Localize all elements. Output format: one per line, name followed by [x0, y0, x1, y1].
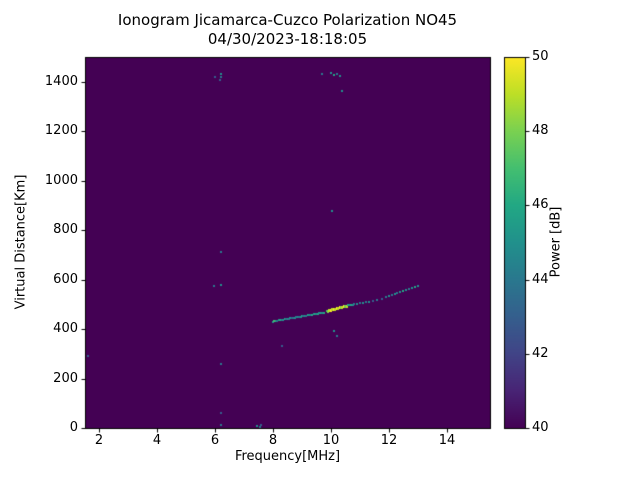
- colorbar-tick-label: 46: [532, 197, 549, 212]
- colorbar-tick-label: 48: [532, 123, 549, 138]
- colorbar-tick-label: 42: [532, 346, 549, 361]
- x-axis-label: Frequency[MHz]: [234, 449, 341, 464]
- colorbar-tick-label: 44: [532, 272, 549, 287]
- y-tick-label: 800: [53, 222, 78, 237]
- x-tick-label: 10: [322, 433, 340, 448]
- y-tick-label: 1400: [44, 74, 78, 89]
- y-axis-label: Virtual Distance[Km]: [13, 174, 29, 310]
- x-tick-label: 14: [438, 433, 456, 448]
- colorbar-label: Power [dB]: [548, 206, 564, 278]
- y-tick-label: 400: [53, 321, 78, 336]
- y-tick-label: 600: [53, 272, 78, 287]
- chart-title-line2: 04/30/2023-18:18:05: [207, 30, 368, 48]
- x-tick-label: 8: [268, 433, 278, 448]
- chart-title: Ionogram Jicamarca-Cuzco Polarization NO…: [85, 11, 490, 49]
- x-tick-label: 6: [210, 433, 220, 448]
- colorbar-tick-label: 40: [532, 420, 549, 435]
- y-tick-label: 0: [69, 420, 78, 435]
- y-tick-label: 1200: [44, 123, 78, 138]
- y-tick-label: 200: [53, 371, 78, 386]
- x-tick-label: 2: [94, 433, 104, 448]
- y-tick-label: 1000: [44, 173, 78, 188]
- x-tick-label: 12: [380, 433, 398, 448]
- chart-title-line1: Ionogram Jicamarca-Cuzco Polarization NO…: [117, 11, 458, 29]
- x-tick-label: 4: [152, 433, 162, 448]
- colorbar-tick-label: 50: [532, 49, 549, 64]
